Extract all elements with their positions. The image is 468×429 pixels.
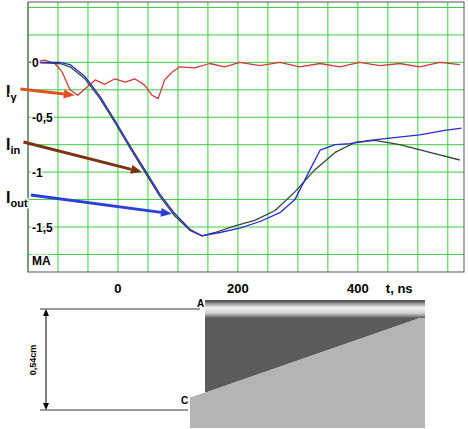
y-grid bbox=[28, 172, 464, 173]
y-tick-label: 0 bbox=[32, 56, 39, 70]
series-label: Iout bbox=[6, 189, 28, 209]
gap-label: 0,54cm bbox=[28, 345, 38, 376]
y-grid bbox=[28, 117, 464, 118]
minor-grid bbox=[28, 7, 464, 8]
x-grid bbox=[237, 2, 238, 272]
light-region bbox=[190, 318, 425, 428]
streak-image bbox=[190, 300, 425, 428]
x-tick-label: 400 bbox=[347, 281, 369, 296]
dim-line bbox=[40, 410, 188, 411]
y-tick-label: -0,5 bbox=[32, 111, 53, 125]
x-tick-label: 0 bbox=[114, 281, 121, 296]
x-tick-label: 200 bbox=[227, 281, 249, 296]
anode-label: A bbox=[197, 298, 204, 309]
minor-grid bbox=[447, 2, 448, 272]
arrow-shaft bbox=[31, 195, 161, 212]
minor-grid bbox=[297, 2, 298, 272]
minor-grid bbox=[87, 2, 88, 272]
x-grid bbox=[117, 2, 118, 272]
y-grid bbox=[28, 62, 464, 63]
minor-grid bbox=[177, 2, 178, 272]
arrow-head bbox=[130, 165, 142, 174]
minor-grid bbox=[327, 2, 328, 272]
plot-frame bbox=[28, 2, 464, 272]
x-axis-title: t, ns bbox=[386, 281, 413, 296]
x-grid bbox=[357, 2, 358, 272]
minor-grid bbox=[28, 34, 464, 35]
series-label: Iγ bbox=[6, 83, 17, 103]
minor-grid bbox=[387, 2, 388, 272]
series-label: Iin bbox=[6, 136, 21, 156]
y-tick-label: -1,5 bbox=[32, 221, 53, 235]
y-tick-label: -1 bbox=[32, 166, 43, 180]
arrow-shaft bbox=[20, 89, 63, 94]
minor-grid bbox=[207, 2, 208, 272]
arrow-shaft bbox=[24, 142, 132, 169]
minor-grid bbox=[417, 2, 418, 272]
cathode-label: C bbox=[181, 395, 188, 406]
dim-arrow-head bbox=[43, 403, 49, 410]
minor-grid bbox=[28, 199, 464, 200]
series-line bbox=[30, 60, 460, 98]
dim-arrow bbox=[46, 312, 47, 407]
anode-band bbox=[205, 302, 425, 318]
minor-grid bbox=[147, 2, 148, 272]
series-line bbox=[30, 62, 462, 235]
y-axis-title: MA bbox=[32, 254, 51, 268]
arrow-head bbox=[160, 208, 171, 217]
minor-grid bbox=[28, 254, 464, 255]
plot-bg bbox=[28, 2, 464, 272]
dim-line bbox=[40, 309, 200, 310]
arrow-head bbox=[63, 90, 74, 99]
dim-arrow-head bbox=[43, 309, 49, 316]
minor-grid bbox=[267, 2, 268, 272]
minor-grid bbox=[57, 2, 58, 272]
figure: 0 -0,5 -1 -1,5 MA 0 200 400 t, ns Iγ Iin Iout 0,54cm… bbox=[0, 0, 468, 429]
series-group bbox=[30, 60, 462, 236]
